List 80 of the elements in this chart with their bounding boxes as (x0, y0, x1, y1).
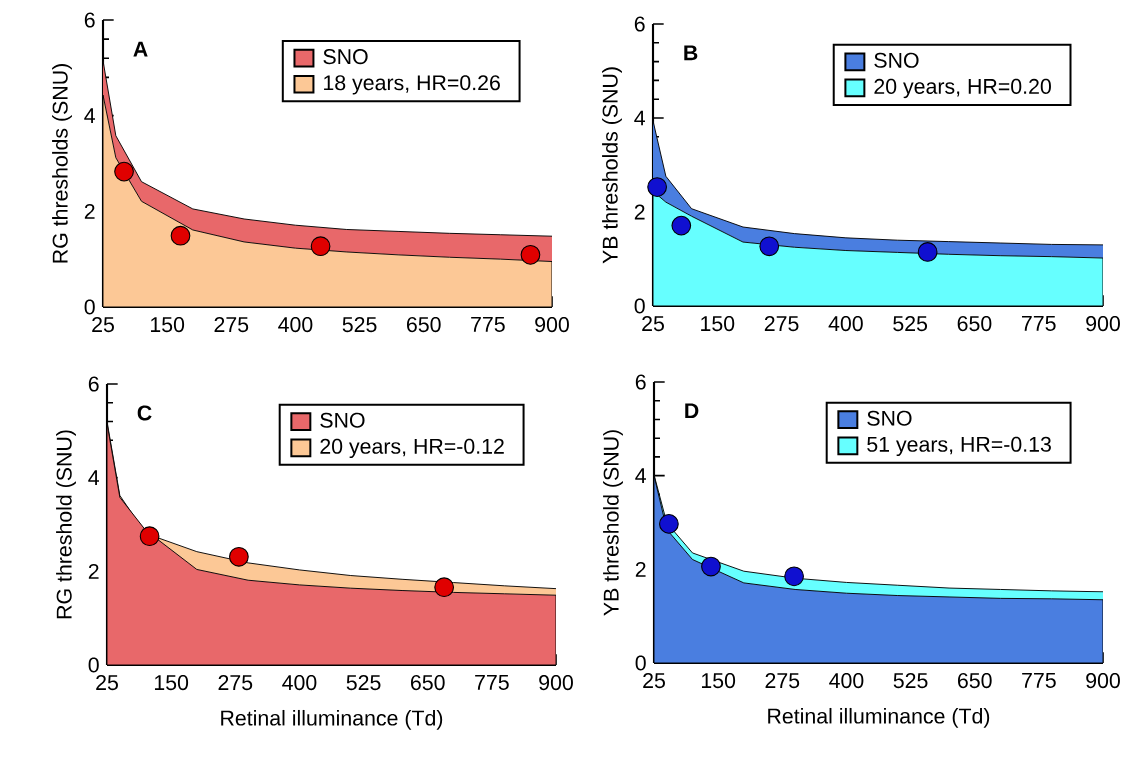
y-tick-label: 0 (84, 299, 95, 315)
y-tick-label: 6 (88, 376, 99, 392)
x-tick-label: 150 (150, 317, 185, 333)
point (701, 556, 721, 577)
legend-label: SNO (323, 49, 368, 65)
point (671, 215, 692, 236)
legend-label: SNO (874, 52, 919, 68)
y-axis-title: YB thresholds (SNU) (602, 67, 622, 264)
y-tick-label: 2 (84, 203, 95, 219)
x-tick-label: 275 (765, 673, 800, 689)
x-tick-label: 25 (642, 316, 664, 332)
point (170, 225, 191, 246)
x-tick-label: 525 (893, 316, 928, 332)
x-tick-label: 150 (701, 316, 735, 332)
x-tick-label: 525 (346, 675, 381, 691)
x-tick-label: 650 (958, 673, 992, 689)
x-tick-label: 775 (475, 675, 509, 690)
legend-label: SNO (320, 412, 365, 428)
x-tick-label: 525 (342, 317, 377, 333)
x-tick-label: 25 (643, 673, 665, 689)
y-tick-label: 6 (635, 374, 646, 390)
y-tick-label: 2 (634, 204, 645, 220)
x-tick-label: 650 (407, 317, 441, 333)
point (784, 566, 804, 587)
point (647, 177, 667, 197)
x-tick-label: 25 (96, 675, 118, 691)
y-tick-label: 6 (634, 16, 645, 32)
x-tick-label: 775 (1022, 316, 1056, 331)
y-tick-label: 4 (635, 468, 646, 483)
y-axis-title: RG thresholds (SNU) (52, 64, 72, 263)
x-tick-label: 400 (282, 675, 317, 691)
legend-label: 20 years, HR=-0.12 (320, 438, 504, 459)
legend-label: 51 years, HR=-0.13 (867, 436, 1051, 457)
y-tick-label: 2 (635, 561, 646, 577)
x-tick-label: 400 (278, 317, 313, 333)
annotation: A (133, 41, 148, 57)
point (520, 244, 541, 265)
y-axis-title: RG threshold (SNU) (56, 430, 76, 619)
legend-label: 18 years, HR=0.26 (324, 75, 500, 95)
y-tick-label: 0 (88, 657, 99, 673)
x-tick-label: 900 (1086, 316, 1120, 332)
y-tick-label: 2 (88, 563, 99, 579)
y-tick-label: 4 (84, 108, 95, 123)
y-tick-label: 6 (84, 12, 95, 28)
x-axis-title: Retinal illuminance (Td) (221, 709, 443, 730)
y-axis-title: YB threshold (SNU) (603, 430, 623, 616)
x-tick-label: 900 (535, 317, 569, 333)
point (310, 236, 331, 257)
x-tick-label: 525 (893, 673, 928, 689)
x-tick-label: 775 (1022, 673, 1056, 688)
legend-label: SNO (867, 410, 912, 426)
annotation: C (137, 405, 152, 421)
x-tick-label: 275 (214, 317, 249, 333)
y-tick-label: 0 (634, 298, 645, 314)
x-tick-label: 150 (154, 675, 189, 691)
x-tick-label: 775 (471, 317, 505, 332)
x-tick-label: 275 (764, 316, 799, 332)
y-tick-label: 4 (88, 470, 99, 485)
y-tick-label: 0 (635, 655, 646, 671)
x-tick-label: 150 (701, 673, 736, 689)
annotation: D (685, 403, 699, 419)
x-tick-label: 25 (92, 317, 114, 333)
point (139, 526, 160, 547)
x-tick-label: 650 (957, 316, 992, 332)
x-tick-label: 900 (1086, 673, 1120, 689)
point (659, 514, 679, 534)
x-tick-label: 400 (828, 316, 863, 332)
point (434, 577, 455, 598)
point (917, 242, 938, 262)
legend-label: 20 years, HR=0.20 (874, 78, 1051, 99)
point (229, 546, 249, 567)
point (114, 161, 134, 182)
point (759, 236, 780, 257)
x-tick-label: 650 (411, 675, 445, 691)
x-tick-label: 275 (218, 675, 253, 691)
x-axis-title: Retinal illuminance (Td) (768, 707, 990, 728)
y-tick-label: 4 (634, 110, 645, 126)
x-tick-label: 400 (829, 673, 864, 689)
annotation: B (684, 45, 698, 61)
x-tick-label: 900 (539, 675, 573, 691)
